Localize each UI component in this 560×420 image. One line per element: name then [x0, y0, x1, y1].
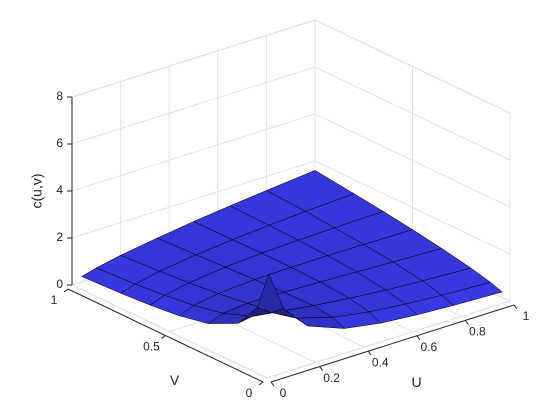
x-tick-label: 0.4 — [372, 355, 389, 369]
z-tick-label: 8 — [56, 89, 63, 103]
z-axis-label: c(u,v) — [29, 174, 45, 209]
z-tick-label: 0 — [56, 277, 63, 291]
y-tick — [161, 335, 166, 339]
y-tick — [63, 288, 69, 293]
x-tick-label: 0.2 — [323, 371, 340, 385]
x-axis — [270, 304, 515, 383]
x-tick-label: 1 — [523, 309, 530, 323]
y-axis-label: V — [170, 372, 180, 388]
grid-line — [71, 66, 511, 161]
x-tick — [367, 350, 372, 356]
x-tick-label: 0 — [280, 386, 287, 400]
x-tick-label: 0.8 — [469, 325, 486, 339]
y-tick-label: 1 — [51, 293, 58, 307]
z-tick-label: 4 — [56, 183, 63, 197]
grid-line — [71, 160, 511, 255]
y-tick-label: 0.5 — [143, 340, 160, 354]
y-tick-label: 0 — [246, 386, 253, 400]
x-axis-label: U — [411, 374, 421, 390]
surface-patch — [256, 273, 284, 313]
z-tick-label: 2 — [56, 230, 63, 244]
grid-line — [71, 113, 511, 208]
y-tick — [258, 381, 264, 386]
x-tick — [416, 335, 421, 341]
x-tick — [270, 381, 275, 387]
z-tick-label: 6 — [56, 136, 63, 150]
grid-line — [71, 19, 511, 114]
x-tick — [464, 320, 469, 325]
x-tick — [319, 366, 324, 371]
x-tick-label: 0.6 — [420, 340, 437, 354]
x-tick — [513, 304, 518, 310]
